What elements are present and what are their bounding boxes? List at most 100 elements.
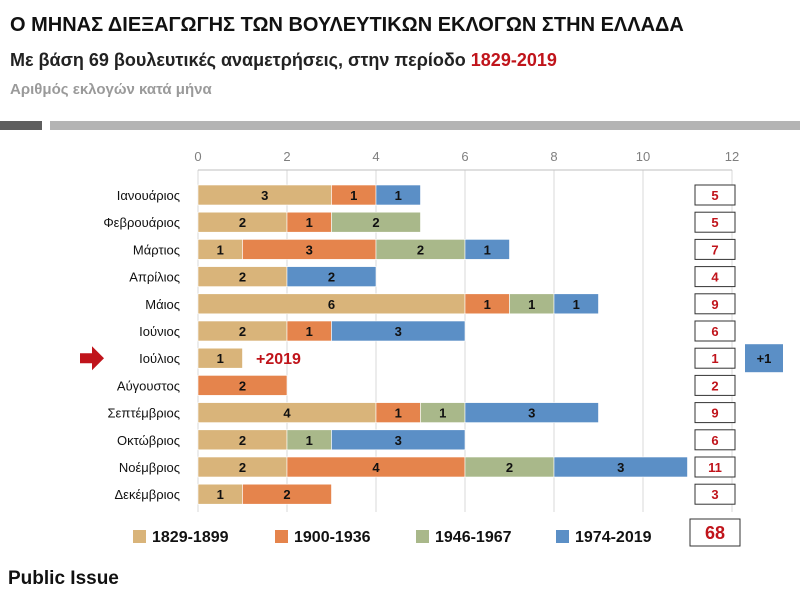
- x-tick-label: 12: [725, 149, 739, 164]
- legend-label: 1946-1967: [435, 529, 512, 546]
- month-label: Δεκέμβριος: [114, 487, 180, 502]
- row-total-label: 1: [711, 351, 718, 366]
- bar-value-label: 1: [217, 242, 224, 257]
- bar-value-label: 1: [484, 242, 491, 257]
- bar-value-label: 1: [395, 406, 402, 421]
- bar-value-label: 3: [395, 433, 402, 448]
- row-total-box: [694, 483, 736, 505]
- bar-value-label: 1: [306, 324, 313, 339]
- month-label: Φεβρουάριος: [103, 215, 180, 230]
- header-rule-light: [50, 121, 800, 130]
- bar-segment: [375, 184, 421, 206]
- row-total-label: 6: [711, 324, 718, 339]
- legend-swatch: [556, 530, 569, 543]
- bar-value-label: 4: [372, 460, 380, 475]
- row-total-label: 6: [711, 433, 718, 448]
- bar-value-label: 1: [395, 188, 402, 203]
- bar-value-label: 4: [283, 406, 291, 421]
- bar-value-label: 1: [217, 351, 224, 366]
- row-total-label: 2: [711, 378, 718, 393]
- bar-value-label: 3: [395, 324, 402, 339]
- row-total-label: 7: [711, 242, 718, 257]
- row-total-box: [694, 266, 736, 288]
- source-label: Public Issue: [8, 568, 119, 589]
- bar-value-label: 1: [573, 297, 580, 312]
- row-total-label: 5: [711, 188, 718, 203]
- bar-value-label: 2: [328, 270, 335, 285]
- month-label: Νοέμβριος: [119, 460, 180, 475]
- row-total-label: 9: [711, 406, 718, 421]
- month-label: Ιούνιος: [139, 324, 180, 339]
- month-label: Μάρτιος: [133, 242, 180, 257]
- month-label: Αύγουστος: [117, 378, 180, 393]
- bar-value-label: 2: [239, 270, 246, 285]
- row-total-label: 9: [711, 297, 718, 312]
- x-tick-label: 8: [550, 149, 557, 164]
- row-total-box: [694, 374, 736, 396]
- row-total-label: 11: [708, 460, 722, 475]
- chart-title: Ο ΜΗΝΑΣ ΔΙΕΞΑΓΩΓΗΣ ΤΩΝ ΒΟΥΛΕΥΤΙΚΩΝ ΕΚΛΟΓ…: [10, 14, 684, 36]
- bar-value-label: 1: [306, 215, 313, 230]
- month-label: Οκτώβριος: [117, 433, 180, 448]
- legend-swatch: [275, 530, 288, 543]
- chart-caption: Αριθμός εκλογών κατά μήνα: [10, 81, 212, 98]
- bar-segment: [464, 239, 510, 260]
- bar-value-label: 2: [372, 215, 379, 230]
- header-rule-dark: [0, 121, 42, 130]
- grand-total-box: [689, 518, 741, 547]
- bar-value-label: 2: [239, 378, 246, 393]
- subtitle-period: 1829-2019: [470, 50, 557, 70]
- bar-value-label: 1: [528, 297, 535, 312]
- row-total-box: [694, 238, 736, 260]
- annotation-label: +2019: [256, 351, 301, 368]
- bar-value-label: 1: [484, 297, 491, 312]
- bar-value-label: 3: [261, 188, 268, 203]
- bar-segment: [331, 429, 466, 451]
- bar-segment: [553, 293, 599, 315]
- bar-segment: [331, 211, 421, 233]
- bar-segment: [286, 266, 377, 287]
- x-tick-label: 0: [194, 149, 201, 164]
- row-total-box: [694, 456, 736, 478]
- bar-value-label: 1: [306, 433, 313, 448]
- chart-subtitle: Με βάση 69 βουλευτικές αναμετρήσεις, στη…: [10, 50, 557, 71]
- legend-swatch: [416, 530, 429, 543]
- row-total-label: 5: [711, 215, 718, 230]
- legend-label: 1900-1936: [294, 529, 371, 546]
- red-arrow-icon: [80, 346, 104, 371]
- legend-label: 1974-2019: [575, 529, 652, 546]
- x-tick-label: 4: [372, 149, 379, 164]
- bar-value-label: 3: [306, 242, 313, 257]
- row-total-box: [694, 320, 736, 342]
- bar-value-label: 2: [239, 215, 246, 230]
- month-label: Σεπτέμβριος: [108, 406, 180, 421]
- row-total-box: [694, 211, 736, 233]
- plus-one-label: +1: [757, 351, 772, 366]
- subtitle-text: Με βάση 69 βουλευτικές αναμετρήσεις, στη…: [10, 50, 471, 70]
- bar-value-label: 2: [239, 460, 246, 475]
- row-total-label: 4: [711, 270, 719, 285]
- bar-value-label: 6: [328, 297, 335, 312]
- legend-label: 1829-1899: [152, 529, 229, 546]
- x-tick-label: 10: [636, 149, 650, 164]
- bar-segment: [242, 483, 332, 505]
- row-total-box: [694, 347, 736, 369]
- bar-value-label: 1: [439, 406, 446, 421]
- month-label: Ιούλιος: [139, 351, 180, 366]
- month-label: Απρίλιος: [129, 270, 180, 285]
- bar-value-label: 2: [417, 242, 424, 257]
- bar-value-label: 3: [528, 406, 535, 421]
- grand-total-label: 68: [705, 523, 725, 543]
- plus-one-badge: [745, 344, 783, 373]
- bar-value-label: 2: [239, 433, 246, 448]
- row-total-label: 3: [711, 487, 718, 502]
- bar-segment: [197, 347, 243, 369]
- bar-segment: [197, 375, 288, 396]
- row-total-box: [694, 293, 736, 315]
- x-tick-label: 2: [283, 149, 290, 164]
- bar-value-label: 3: [617, 460, 624, 475]
- row-total-box: [694, 429, 736, 451]
- month-label: Ιανουάριος: [117, 188, 180, 203]
- bar-value-label: 1: [350, 188, 357, 203]
